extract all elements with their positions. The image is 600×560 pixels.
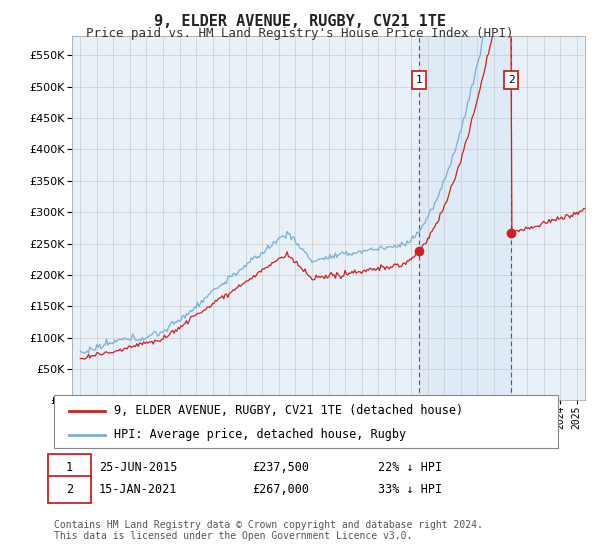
Text: 33% ↓ HPI: 33% ↓ HPI (378, 483, 442, 496)
Text: Contains HM Land Registry data © Crown copyright and database right 2024.
This d: Contains HM Land Registry data © Crown c… (54, 520, 483, 542)
Text: 9, ELDER AVENUE, RUGBY, CV21 1TE: 9, ELDER AVENUE, RUGBY, CV21 1TE (154, 14, 446, 29)
Text: 2: 2 (508, 76, 515, 85)
Text: 2: 2 (66, 483, 73, 496)
Text: 25-JUN-2015: 25-JUN-2015 (99, 460, 178, 474)
Bar (419, 36, 511, 400)
Bar (72, 36, 585, 400)
Text: 1: 1 (416, 76, 422, 85)
Text: 9, ELDER AVENUE, RUGBY, CV21 1TE (detached house): 9, ELDER AVENUE, RUGBY, CV21 1TE (detach… (114, 404, 463, 417)
Text: £267,000: £267,000 (252, 483, 309, 496)
Text: HPI: Average price, detached house, Rugby: HPI: Average price, detached house, Rugb… (114, 428, 406, 441)
Text: £237,500: £237,500 (252, 460, 309, 474)
Text: 15-JAN-2021: 15-JAN-2021 (99, 483, 178, 496)
Text: Price paid vs. HM Land Registry's House Price Index (HPI): Price paid vs. HM Land Registry's House … (86, 27, 514, 40)
Text: 22% ↓ HPI: 22% ↓ HPI (378, 460, 442, 474)
Text: 1: 1 (66, 460, 73, 474)
